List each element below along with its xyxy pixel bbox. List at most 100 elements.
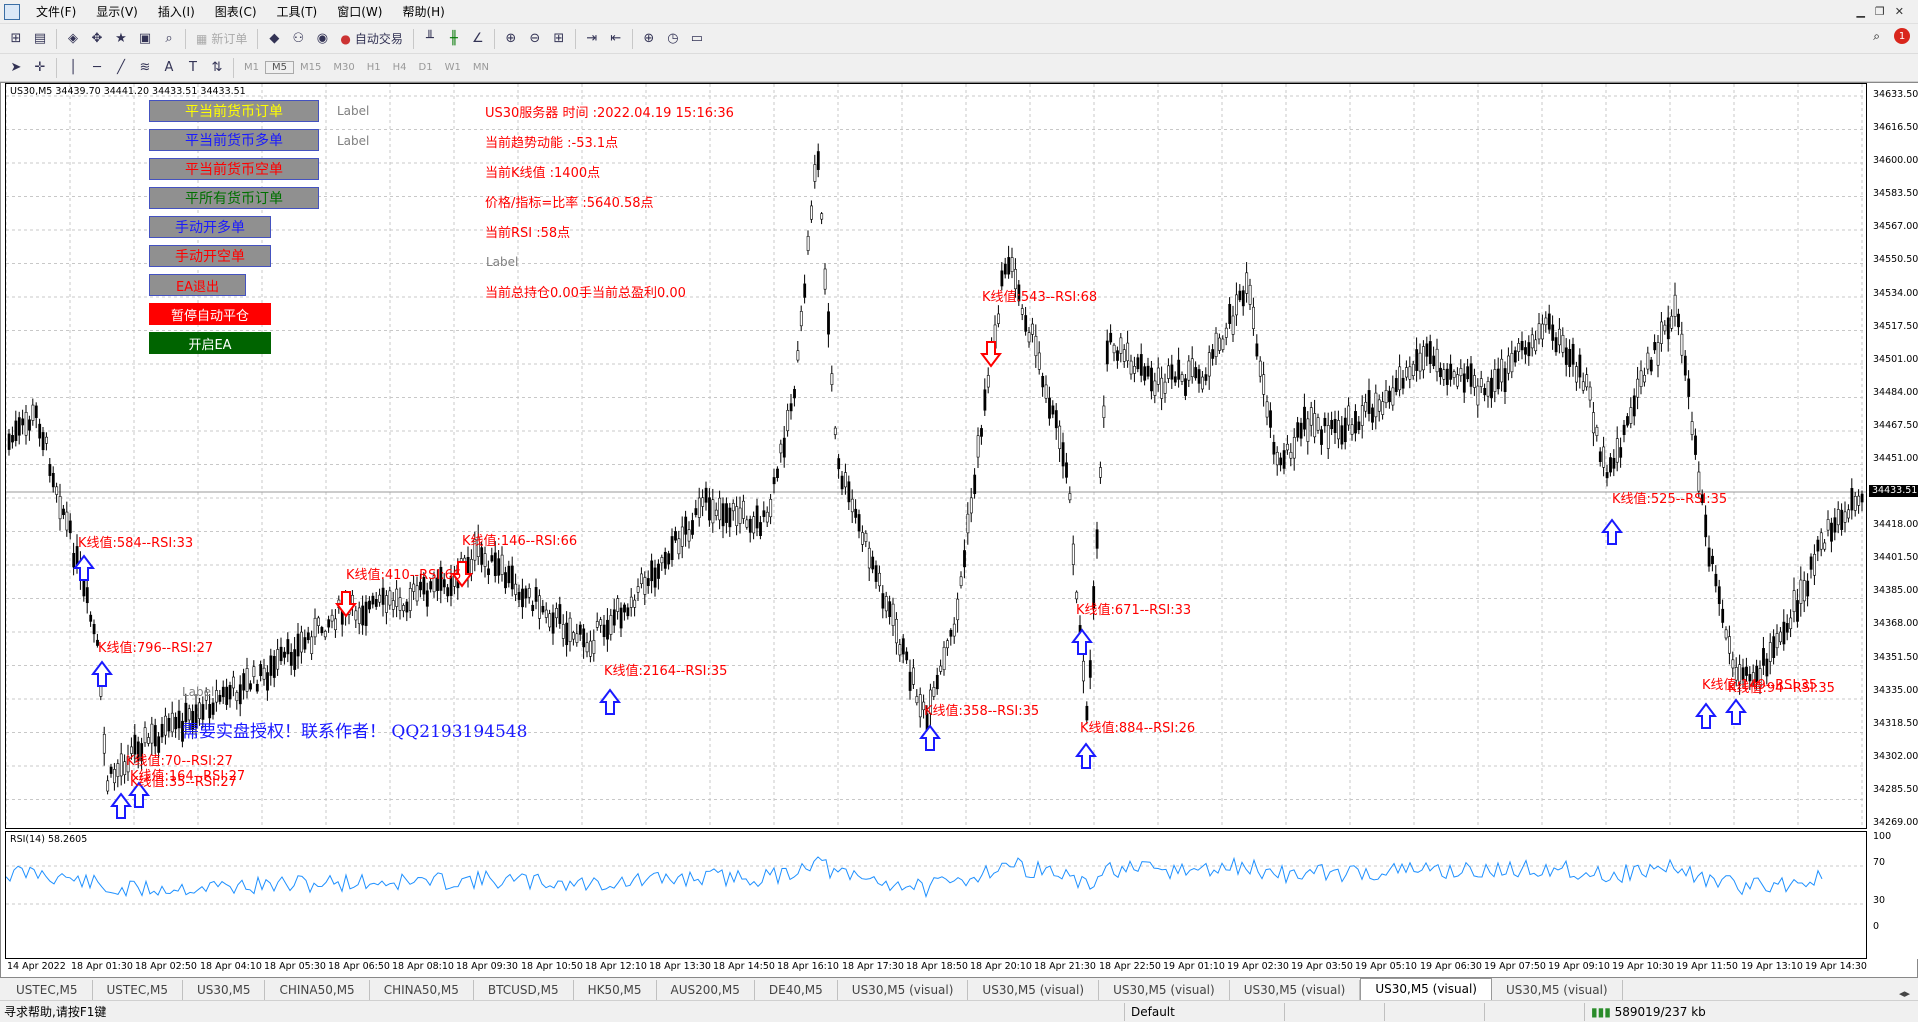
minimize-icon[interactable]: ▁: [1856, 5, 1865, 18]
data-window-icon[interactable]: ✥: [91, 31, 103, 46]
terminal-icon[interactable]: ▣: [138, 31, 152, 46]
notification-badge[interactable]: 1: [1894, 28, 1910, 44]
chart-tab[interactable]: US30,M5 (visual): [1230, 980, 1361, 1000]
time-axis[interactable]: 14 Apr 2022 18 Apr 01:30 18 Apr 02:50 18 Ap…: [5, 959, 1867, 977]
timeframe-mn[interactable]: MN: [472, 62, 489, 73]
candlestick-icon[interactable]: ╫: [449, 31, 458, 46]
menu-charts[interactable]: 图表(C): [214, 4, 257, 19]
text-icon[interactable]: A: [164, 60, 174, 75]
close-all-orders-button[interactable]: 平所有货币订单: [149, 187, 319, 209]
search-icon[interactable]: ⌕: [1873, 28, 1880, 43]
candle-body: [51, 472, 55, 488]
chart-tab[interactable]: HK50,M5: [574, 980, 657, 1000]
chart-tab[interactable]: USTEC,M5: [2, 980, 93, 1000]
candle-body: [959, 576, 963, 586]
timeframe-d1[interactable]: D1: [418, 62, 433, 73]
line-chart-icon[interactable]: ∠: [472, 31, 484, 46]
pause-auto-close-button[interactable]: 暂停自动平仓: [149, 303, 271, 325]
candle-body: [827, 311, 830, 335]
tile-windows-icon[interactable]: ⊞: [553, 31, 565, 46]
candle-body: [1068, 493, 1072, 501]
menu-tools[interactable]: 工具(T): [276, 4, 318, 19]
menu-help[interactable]: 帮助(H): [402, 4, 445, 19]
horizontal-line-icon[interactable]: ─: [93, 60, 101, 75]
candle-body: [1156, 367, 1160, 385]
chart-tab[interactable]: US30,M5 (visual): [1099, 980, 1230, 1000]
chart-tab[interactable]: US30,M5: [183, 980, 266, 1000]
price-axis[interactable]: 34633.50 34616.50 34600.00 34583.50 34567.00…: [1869, 83, 1918, 959]
crosshair-icon[interactable]: ✛: [34, 60, 46, 75]
arrows-icon[interactable]: ⇅: [211, 60, 223, 75]
strategy-tester-icon[interactable]: ⌕: [165, 31, 173, 46]
timeframe-w1[interactable]: W1: [444, 62, 461, 73]
chart-tab[interactable]: US30,M5 (visual): [838, 980, 969, 1000]
close-current-orders-button[interactable]: 平当前货币订单: [149, 100, 319, 122]
chart-tab[interactable]: US30,M5 (visual): [1360, 978, 1492, 1000]
manual-buy-button[interactable]: 手动开多单: [149, 216, 271, 238]
close-current-buy-button[interactable]: 平当前货币多单: [149, 129, 319, 151]
cursor-icon[interactable]: ➤: [10, 60, 22, 75]
chart-tab[interactable]: CHINA50,M5: [265, 980, 370, 1000]
new-chart-icon[interactable]: ⊞: [10, 31, 22, 46]
autoscroll-icon[interactable]: ⇤: [610, 31, 622, 46]
chart-tab[interactable]: CHINA50,M5: [370, 980, 474, 1000]
menu-view[interactable]: 显示(V): [96, 4, 138, 19]
candle-body: [813, 164, 817, 182]
signal-annotation: K线值:94--RSI:35: [1728, 681, 1835, 696]
chart-tab[interactable]: US30,M5 (visual): [1492, 980, 1623, 1000]
timeframe-h1[interactable]: H1: [366, 62, 381, 73]
label-text: Label: [337, 134, 370, 148]
menu-file[interactable]: 文件(F): [36, 4, 77, 19]
metaeditor-icon[interactable]: ◆: [269, 31, 280, 46]
zoom-out-icon[interactable]: ⊖: [529, 31, 541, 46]
chart-tab[interactable]: USTEC,M5: [93, 980, 183, 1000]
bar-chart-icon[interactable]: ╨: [425, 31, 434, 46]
candle-body: [143, 727, 147, 744]
periods-icon[interactable]: ◷: [667, 31, 679, 46]
timeframe-m30[interactable]: M30: [333, 62, 355, 73]
candle-body: [1224, 327, 1228, 338]
price-chart[interactable]: US30,M5 34439.70 34441.20 34433.51 34433…: [5, 83, 1867, 829]
ea-exit-button[interactable]: EA退出: [149, 274, 246, 296]
text-label-icon[interactable]: T: [189, 60, 197, 75]
new-order-button[interactable]: ▦ 新订单: [196, 31, 248, 47]
candle-body: [1119, 337, 1123, 354]
chart-tab[interactable]: BTCUSD,M5: [474, 980, 574, 1000]
tab-scroll-icon[interactable]: ◂▸: [1898, 987, 1910, 1000]
vps-icon[interactable]: ⚇: [292, 31, 305, 46]
indicators-icon[interactable]: ⊕: [643, 31, 655, 46]
connection-icon: ▮▮▮: [1591, 1004, 1611, 1019]
zoom-in-icon[interactable]: ⊕: [505, 31, 517, 46]
auto-trading-button[interactable]: ● 自动交易: [340, 31, 403, 47]
candle-body: [1530, 334, 1534, 349]
menu-window[interactable]: 窗口(W): [337, 4, 383, 19]
market-watch-icon[interactable]: ◈: [68, 31, 78, 46]
candle-body: [847, 481, 851, 503]
profiles-icon[interactable]: ▤: [33, 31, 47, 46]
candle-body: [408, 588, 412, 611]
trendline-icon[interactable]: ╱: [117, 60, 125, 75]
candle-body: [388, 590, 392, 606]
timeframe-m1[interactable]: M1: [244, 62, 259, 73]
close-icon[interactable]: ✕: [1894, 5, 1904, 18]
candle-body: [405, 601, 409, 613]
templates-icon[interactable]: ▭: [690, 31, 703, 46]
restore-icon[interactable]: ❐: [1874, 5, 1885, 18]
rsi-indicator-panel[interactable]: RSI(14) 58.2605: [5, 831, 1867, 959]
timeframe-m15[interactable]: M15: [300, 62, 322, 73]
close-current-sell-button[interactable]: 平当前货币空单: [149, 158, 319, 180]
menu-insert[interactable]: 插入(I): [157, 4, 195, 19]
chart-tab[interactable]: AUS200,M5: [657, 980, 755, 1000]
chart-shift-icon[interactable]: ⇥: [586, 31, 598, 46]
timeframe-h4[interactable]: H4: [392, 62, 407, 73]
timeframe-m5[interactable]: M5: [265, 61, 294, 74]
manual-sell-button[interactable]: 手动开空单: [149, 245, 271, 267]
chart-tab[interactable]: DE40,M5: [755, 980, 838, 1000]
equidistant-channel-icon[interactable]: ≋: [139, 60, 151, 75]
signals-icon[interactable]: ◉: [316, 31, 329, 46]
navigator-icon[interactable]: ★: [115, 31, 127, 46]
candle-body: [1524, 347, 1527, 355]
chart-tab[interactable]: US30,M5 (visual): [968, 980, 1100, 1000]
vertical-line-icon[interactable]: │: [69, 60, 77, 75]
start-ea-button[interactable]: 开启EA: [149, 332, 271, 354]
